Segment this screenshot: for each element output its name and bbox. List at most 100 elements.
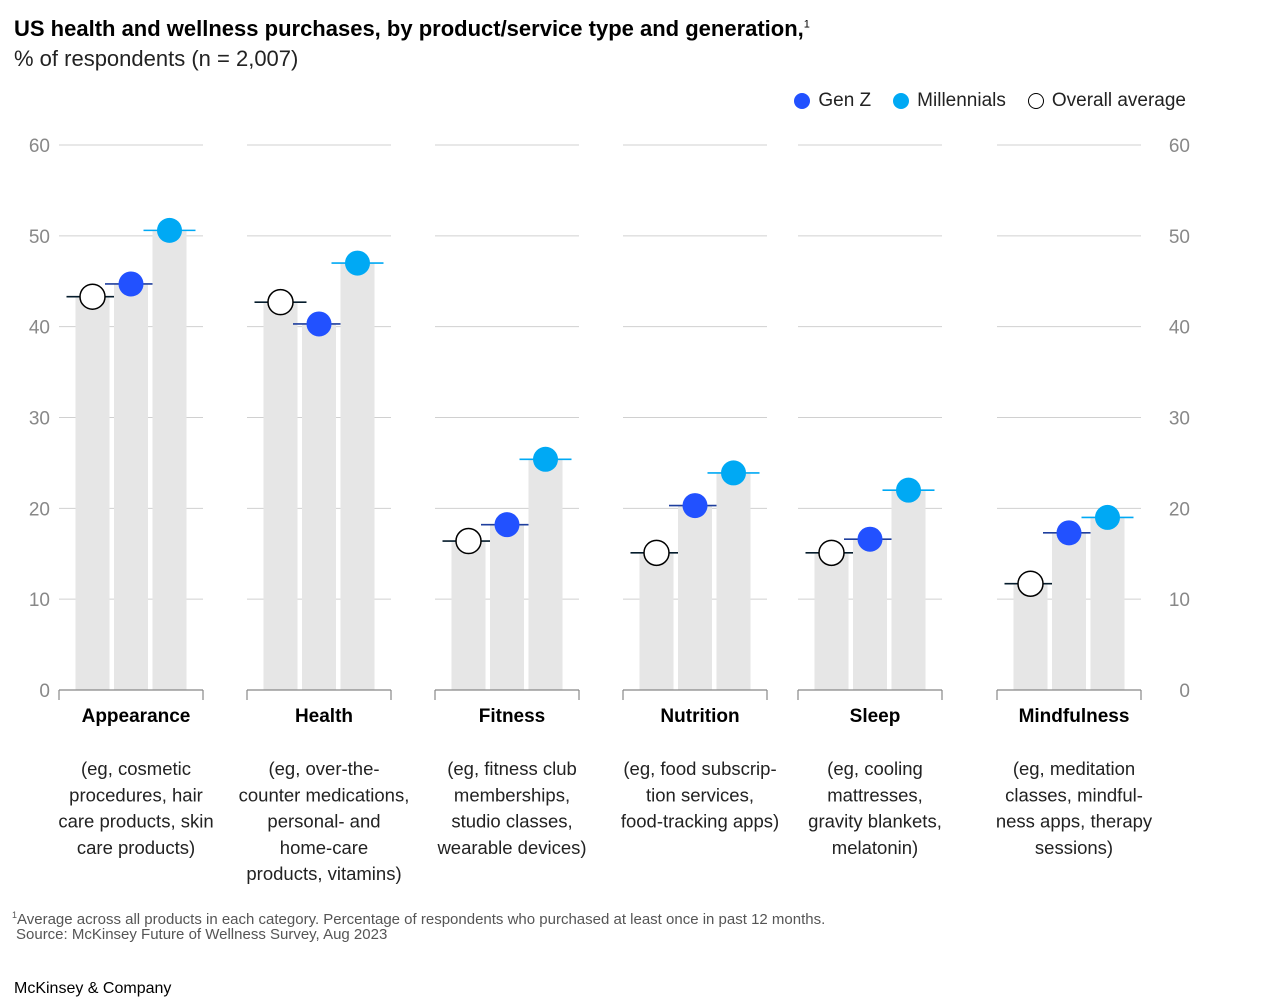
marker-mindfulness-gen-z [1056,520,1082,546]
category-label-nutrition: Nutrition [660,706,739,727]
legend-label-overall-average: Overall average [1051,90,1186,111]
legend-swatch-millennials [893,93,910,109]
legend-item-millennials: Millennials [893,90,1006,112]
bar-sleep-millennials [891,490,926,690]
bar-mindfulness-gen-z [1052,532,1086,690]
bar-mindfulness-overall-average [1013,583,1048,690]
category-description-sleep-line-1: mattresses, [827,784,923,805]
marker-nutrition-gen-z [682,493,708,519]
category-description-appearance-line-1: procedures, hair [69,784,203,805]
category-description-fitness-line-0: (eg, fitness club [447,758,577,779]
bar-nutrition-gen-z [678,505,712,690]
chart-canvas: 0 0 10 10 20 20 30 30 40 40 50 50 60 60 Appearance (eg,… [29,136,1190,884]
bar-nutrition-millennials [716,472,751,690]
category-description-appearance-line-0: (eg, cosmetic [81,758,191,779]
legend-item-gen-z: Gen Z [794,90,871,112]
bar-fitness-overall-average [451,541,486,690]
category-description-sleep-line-3: melatonin) [832,837,918,858]
category-label-appearance: Appearance [82,706,191,727]
bar-sleep-overall-average [814,552,849,690]
category-description-health-line-2: personal- and [267,811,380,832]
y-tick-right-0: 0 [1179,681,1190,702]
category-description-sleep-line-2: gravity blankets, [808,811,942,832]
marker-sleep-millennials [896,477,921,503]
legend-item-overall-average: Overall average [1027,90,1186,112]
category-description-sleep-line-0: (eg, cooling [827,758,923,779]
bar-sleep-gen-z [853,539,887,690]
marker-nutrition-overall-average [643,539,670,567]
y-tick-right-20: 20 [1169,499,1190,520]
source-note: Source: McKinsey Future of Wellness Surv… [16,926,388,943]
bar-health-millennials [340,263,375,690]
y-tick-left-30: 30 [29,409,50,430]
bar-appearance-gen-z [114,283,148,690]
category-description-mindfulness-line-3: sessions) [1035,837,1113,858]
chart-title: US health and wellness purchases, by pro… [14,16,810,42]
marker-fitness-overall-average [455,527,482,555]
y-tick-left-0: 0 [39,681,50,702]
footnote: 1Average across all products in each cat… [12,906,825,929]
y-tick-right-60: 60 [1169,136,1190,157]
bar-mindfulness-millennials [1090,517,1125,690]
category-description-health-line-1: counter medications, [239,784,410,805]
title-footnote-marker: 1 [803,18,810,31]
category-description-nutrition-line-1: tion services, [646,784,754,805]
legend-swatch-overall-average [1027,93,1044,109]
marker-mindfulness-overall-average [1017,570,1044,597]
marker-appearance-gen-z [118,271,144,297]
bar-appearance-millennials [152,230,187,690]
footnote-text: Average across all products in each cate… [17,911,826,928]
bar-nutrition-overall-average [639,552,674,690]
marker-health-millennials [345,250,370,276]
marker-health-gen-z [306,311,332,337]
bar-fitness-millennials [528,459,563,690]
bar-health-gen-z [302,323,336,690]
category-description-health-line-4: products, vitamins) [246,863,401,884]
marker-fitness-gen-z [494,512,520,538]
category-description-health-line-0: (eg, over-the- [268,758,379,779]
category-label-mindfulness: Mindfulness [1019,706,1130,727]
marker-nutrition-millennials [721,460,746,486]
chart-subtitle: % of respondents (n = 2,007) [14,46,299,71]
y-tick-left-40: 40 [29,318,50,339]
y-tick-left-10: 10 [29,590,50,611]
legend-label-millennials: Millennials [917,90,1006,111]
marker-fitness-millennials [533,446,558,472]
marker-health-overall-average [267,288,294,316]
category-description-mindfulness-line-0: (eg, meditation [1013,758,1135,779]
bar-appearance-overall-average [75,296,110,690]
bar-fitness-gen-z [490,524,524,690]
category-label-sleep: Sleep [850,706,901,727]
category-description-fitness-line-3: wearable devices) [436,837,586,858]
category-description-fitness-line-1: memberships, [454,784,570,805]
category-description-appearance-line-2: care products, skin [58,811,213,832]
marker-sleep-overall-average [818,539,845,567]
category-label-fitness: Fitness [479,706,546,727]
y-tick-right-40: 40 [1169,318,1190,339]
y-tick-right-50: 50 [1169,227,1190,248]
category-description-mindfulness-line-2: ness apps, therapy [996,811,1153,832]
marker-mindfulness-millennials [1095,504,1120,530]
y-tick-right-30: 30 [1169,409,1190,430]
marker-sleep-gen-z [857,526,883,552]
y-tick-right-10: 10 [1169,590,1190,611]
category-description-fitness-line-2: studio classes, [451,811,572,832]
marker-appearance-millennials [157,217,182,243]
y-tick-left-20: 20 [29,499,50,520]
marker-appearance-overall-average [79,283,106,310]
legend-label-gen-z: Gen Z [818,90,872,111]
category-description-health-line-3: home-care [280,837,368,858]
legend: Gen Z Millennials Overall average [794,90,1186,112]
legend-swatch-gen-z [794,93,811,109]
chart-title-text: US health and wellness purchases, by pro… [14,16,804,41]
bar-health-overall-average [263,302,298,690]
category-description-mindfulness-line-1: classes, mindful- [1005,784,1143,805]
category-description-nutrition-line-0: (eg, food subscrip- [623,758,776,779]
category-label-health: Health [295,706,353,727]
y-tick-left-60: 60 [29,136,50,157]
category-description-appearance-line-3: care products) [77,837,195,858]
brand-logo-text: McKinsey & Company [14,980,172,997]
y-tick-left-50: 50 [29,227,50,248]
footnote-marker: 1 [12,910,18,920]
category-description-nutrition-line-2: food-tracking apps) [621,811,779,832]
